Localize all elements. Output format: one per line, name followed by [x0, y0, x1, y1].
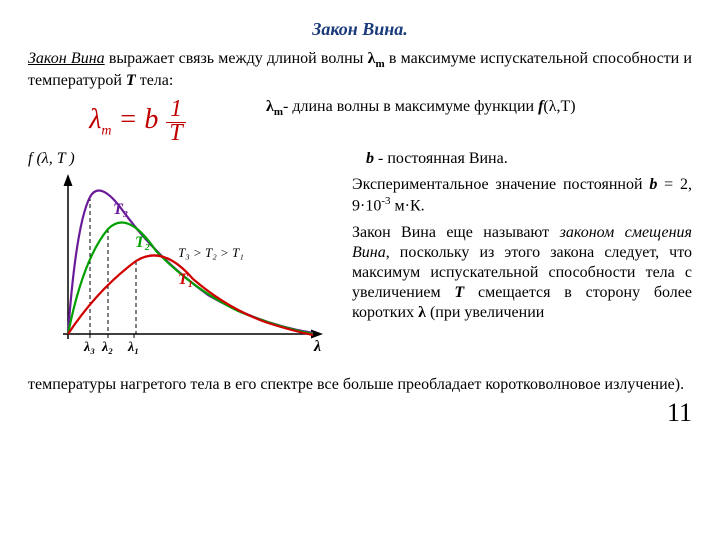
- svg-text:T₃: T₃: [113, 201, 128, 218]
- y-axis-label: f (λ, T ): [28, 149, 338, 169]
- chart-row: f (λ, T ) λ T₃ T₂ T₁ λ₃ λ₂ λ₁ T₃ > T₂ > T₁ b - …: [28, 149, 692, 369]
- page-number: 11: [28, 397, 692, 430]
- page-title: Закон Вина.: [28, 18, 692, 41]
- b-def: b - постоянная Вина.: [366, 149, 692, 169]
- intro-text: Закон Вина выражает связь между длиной в…: [28, 49, 692, 92]
- lambda-def: λm- длина волны в максимуме функции f(λ,…: [266, 97, 692, 145]
- formula-row: λm = b 1T λm- длина волны в максимуме фу…: [28, 97, 692, 145]
- law-name: Закон Вина: [28, 50, 105, 67]
- displacement-law-text: температуры нагретого тела в его спектре…: [28, 375, 692, 395]
- wien-formula: λm = b 1T: [28, 97, 248, 145]
- svg-text:T₂: T₂: [135, 234, 150, 251]
- svg-text:λ: λ: [313, 338, 321, 355]
- wien-chart: λ T₃ T₂ T₁ λ₃ λ₂ λ₁ T₃ > T₂ > T₁: [28, 169, 328, 369]
- displacement-law-text-right: Закон Вина еще называют законом смещения…: [352, 223, 692, 323]
- svg-text:λ₂: λ₂: [101, 340, 113, 355]
- svg-text:T₁: T₁: [178, 271, 193, 288]
- svg-text:T₃ > T₂ > T₁: T₃ > T₂ > T₁: [178, 245, 244, 260]
- b-value: Экспериментальное значение постоянной b …: [352, 175, 692, 216]
- svg-text:λ₁: λ₁: [127, 340, 139, 355]
- svg-text:λ₃: λ₃: [83, 340, 95, 355]
